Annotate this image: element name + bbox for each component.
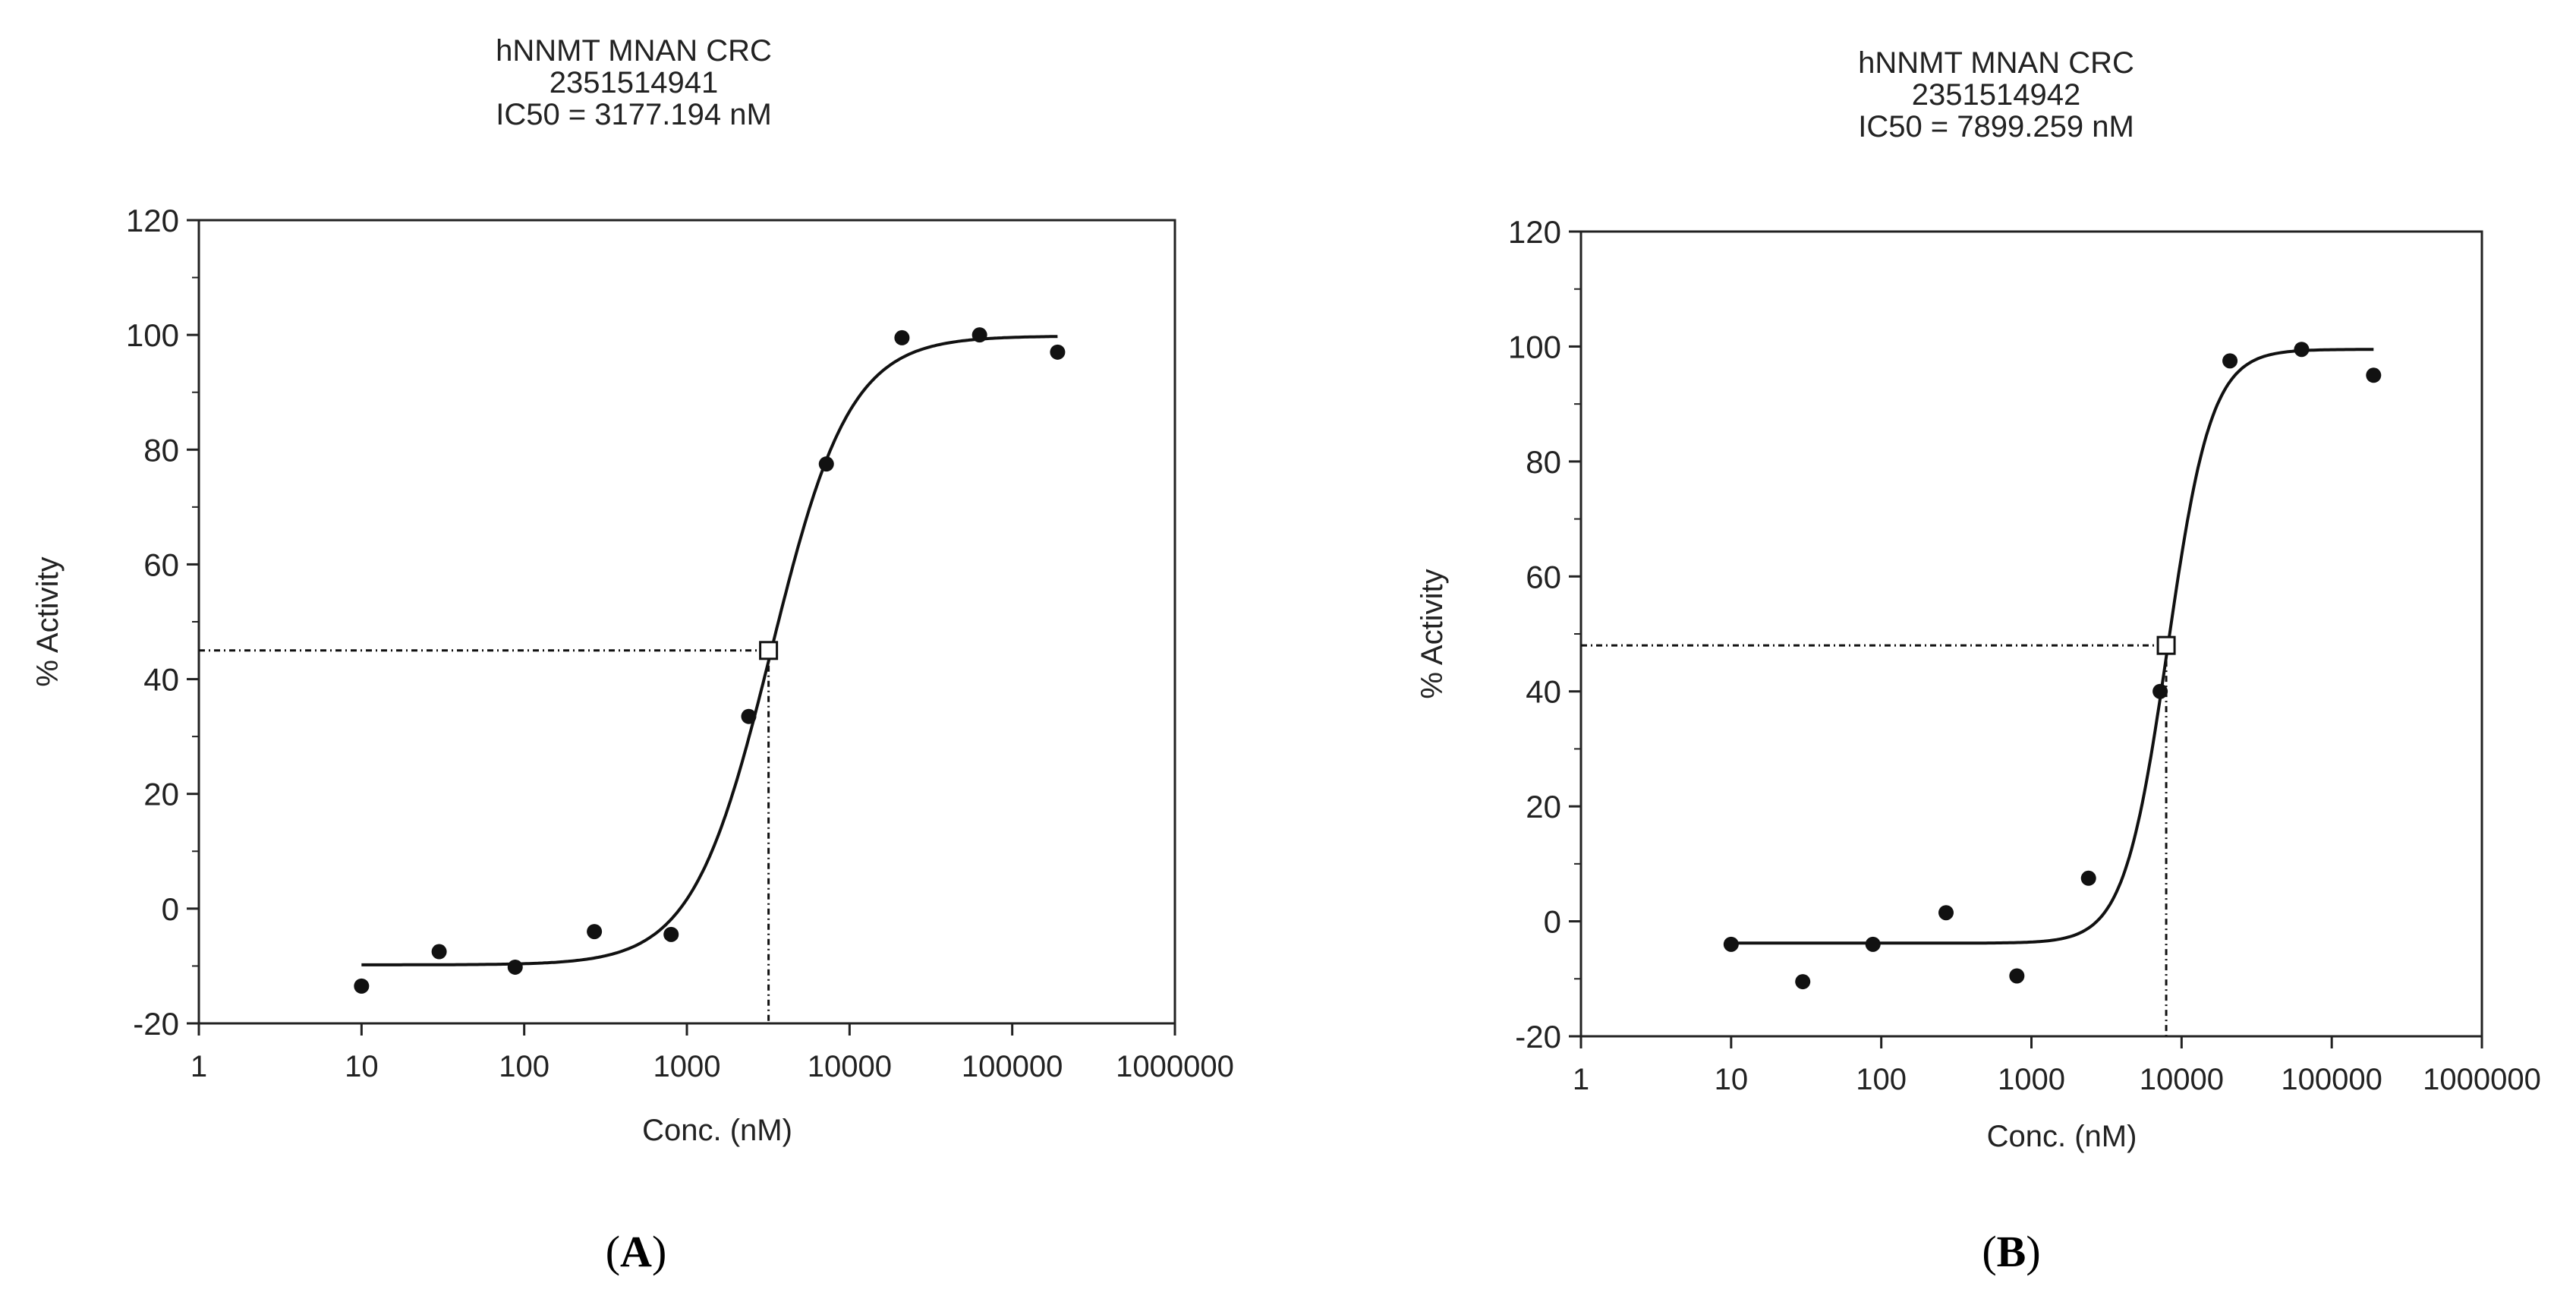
x-axis-label: Conc. (nM) <box>1987 1120 2137 1153</box>
y-tick-label: 40 <box>143 662 179 698</box>
data-point <box>1795 974 1811 990</box>
y-tick-label: 60 <box>143 547 179 582</box>
y-tick-label: 80 <box>143 432 179 468</box>
x-tick-label: 10 <box>345 1050 379 1083</box>
chart-subtitle: 2351514941 <box>550 66 718 99</box>
chart-subtitle: 2351514942 <box>1912 78 2080 112</box>
data-point <box>587 924 603 940</box>
chart-title: hNNMT MNAN CRC <box>1858 46 2134 80</box>
chart-title: hNNMT MNAN CRC <box>496 34 772 68</box>
data-point <box>1050 344 1066 360</box>
y-tick-label: 120 <box>126 203 179 238</box>
y-tick-label: 100 <box>1508 329 1561 364</box>
plot-frame <box>197 219 1176 1025</box>
data-point <box>894 329 910 345</box>
panel-label: (A) <box>606 1227 667 1276</box>
x-tick-label: 1000 <box>653 1050 721 1083</box>
y-tick-label: 60 <box>1526 559 1561 594</box>
y-tick-label: 0 <box>162 891 179 927</box>
data-point <box>1723 936 1739 952</box>
data-point <box>741 708 757 724</box>
ic50-marker <box>759 641 779 660</box>
data-point <box>2152 683 2168 699</box>
x-tick-label: 1000 <box>1998 1063 2065 1096</box>
data-point <box>972 327 987 343</box>
x-tick-label: 1000000 <box>2423 1063 2541 1096</box>
data-point <box>1865 936 1881 952</box>
data-point <box>818 456 834 472</box>
x-tick-label: 1 <box>1573 1063 1589 1096</box>
y-tick-label: -20 <box>133 1006 179 1042</box>
y-tick-label: 80 <box>1526 444 1561 480</box>
x-tick-label: 100 <box>499 1050 550 1083</box>
x-tick-label: 100 <box>1856 1063 1907 1096</box>
panel-label: (B) <box>1982 1227 2040 1276</box>
y-axis-label: % Activity <box>31 556 65 686</box>
ic50-label: IC50 = 3177.194 nM <box>496 98 772 131</box>
y-axis-label: % Activity <box>1416 569 1449 698</box>
data-point <box>663 926 679 942</box>
y-tick-label: -20 <box>1515 1019 1561 1055</box>
y-tick-label: 20 <box>143 777 179 812</box>
data-point <box>1938 905 1954 921</box>
y-tick-label: 20 <box>1526 789 1561 824</box>
data-point <box>2080 870 2096 886</box>
x-tick-label: 1 <box>191 1050 207 1083</box>
x-tick-label: 10000 <box>2140 1063 2224 1096</box>
fit-curve <box>1730 348 2374 945</box>
data-point <box>2294 342 2310 358</box>
x-tick-label: 100000 <box>2281 1063 2382 1096</box>
plot-frame <box>1579 230 2483 1038</box>
data-point <box>354 978 370 994</box>
y-tick-label: 120 <box>1508 214 1561 250</box>
y-tick-label: 40 <box>1526 674 1561 710</box>
data-point <box>2009 968 2025 984</box>
x-tick-label: 10 <box>1715 1063 1749 1096</box>
data-point <box>507 959 523 975</box>
y-tick-label: 0 <box>1544 904 1561 940</box>
y-tick-label: 100 <box>126 317 179 353</box>
x-tick-label: 10000 <box>808 1050 892 1083</box>
data-point <box>2366 367 2382 383</box>
data-point <box>431 944 447 960</box>
ic50-marker <box>2156 635 2176 655</box>
data-point <box>2222 353 2238 369</box>
fit-curve <box>361 335 1058 966</box>
ic50-label: IC50 = 7899.259 nM <box>1858 110 2134 143</box>
x-tick-label: 100000 <box>962 1050 1063 1083</box>
x-axis-label: Conc. (nM) <box>642 1114 792 1147</box>
x-tick-label: 1000000 <box>1116 1050 1234 1083</box>
